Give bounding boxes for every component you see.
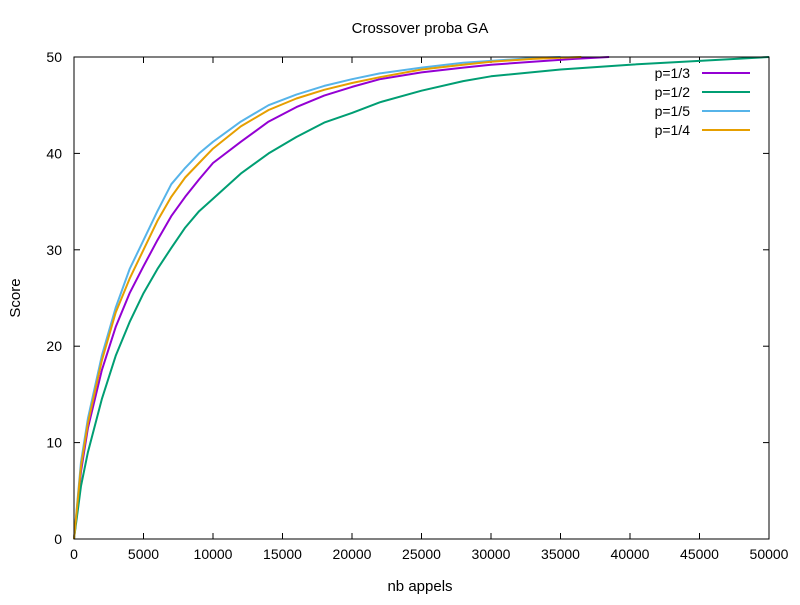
x-tick-label: 15000 (263, 546, 302, 562)
legend-label: p=1/3 (655, 65, 691, 81)
axis-ticks: 0 5000 10000 15000 20000 25000 30000 35000 40000… (46, 49, 788, 562)
x-tick-label: 20000 (333, 546, 372, 562)
x-tick-label: 30000 (472, 546, 511, 562)
chart-title: Crossover proba GA (352, 20, 489, 37)
x-tick-label: 10000 (194, 546, 233, 562)
x-tick-label: 35000 (541, 546, 580, 562)
series-line-1 (73, 56, 610, 540)
legend-label: p=1/5 (655, 103, 691, 119)
legend-label: p=1/2 (655, 84, 691, 100)
x-axis-label: nb appels (387, 578, 452, 595)
x-tick-label: 25000 (402, 546, 441, 562)
legend: p=1/3 p=1/2 p=1/5 p=1/4 (655, 65, 750, 138)
y-tick-label: 30 (46, 242, 62, 258)
series-line-2 (73, 56, 770, 540)
y-axis-label: Score (7, 278, 24, 317)
y-tick-label: 40 (46, 145, 62, 161)
y-tick-label: 0 (54, 531, 62, 547)
series-lines (73, 56, 770, 540)
y-tick-label: 50 (46, 49, 62, 65)
x-tick-label: 50000 (750, 546, 789, 562)
y-tick-label: 10 (46, 435, 62, 451)
y-tick-label: 20 (46, 338, 62, 354)
x-tick-label: 40000 (611, 546, 650, 562)
legend-label: p=1/4 (655, 122, 691, 138)
series-line-4 (73, 56, 582, 540)
plot-frame (73, 56, 770, 540)
x-tick-label: 5000 (128, 546, 159, 562)
x-tick-label: 45000 (680, 546, 719, 562)
series-line-3 (73, 56, 561, 540)
x-tick-label: 0 (70, 546, 78, 562)
